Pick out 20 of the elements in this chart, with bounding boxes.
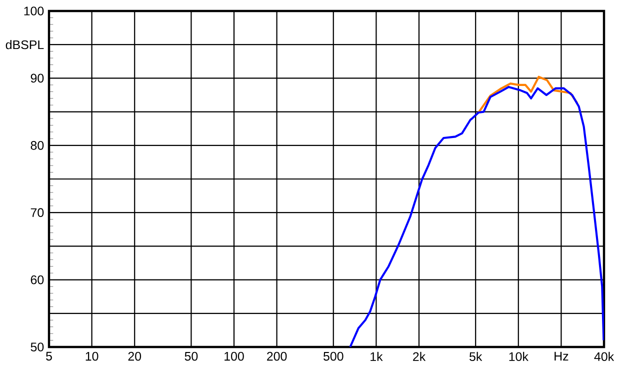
y-tick-label: 60: [30, 275, 44, 284]
x-tick-label: 10k: [509, 352, 528, 362]
x-tick-label: 50: [184, 352, 198, 361]
y-tick-label: 70: [30, 208, 44, 218]
x-tick-label: 500: [324, 352, 344, 361]
x-tick-label: 100: [224, 352, 244, 361]
y-tick-label: 90: [30, 74, 44, 83]
x-tick-label: 20: [128, 352, 142, 361]
x-tick-label: 1k: [370, 352, 383, 361]
y-tick-label: 50: [30, 342, 44, 352]
x-tick-label: 200: [267, 352, 287, 361]
y-tick-label: 80: [30, 140, 44, 150]
x-tick-label: 2k: [413, 352, 426, 361]
x-tick-label: 10: [86, 352, 98, 361]
y-tick-label: dBSPL: [6, 40, 44, 50]
x-tick-label: 40k: [594, 352, 614, 362]
y-tick-label: 100: [24, 6, 44, 16]
x-tick-label: 5k: [470, 352, 482, 362]
x-tick-label: 5: [46, 352, 52, 361]
x-tick-label: Hz: [554, 352, 568, 360]
